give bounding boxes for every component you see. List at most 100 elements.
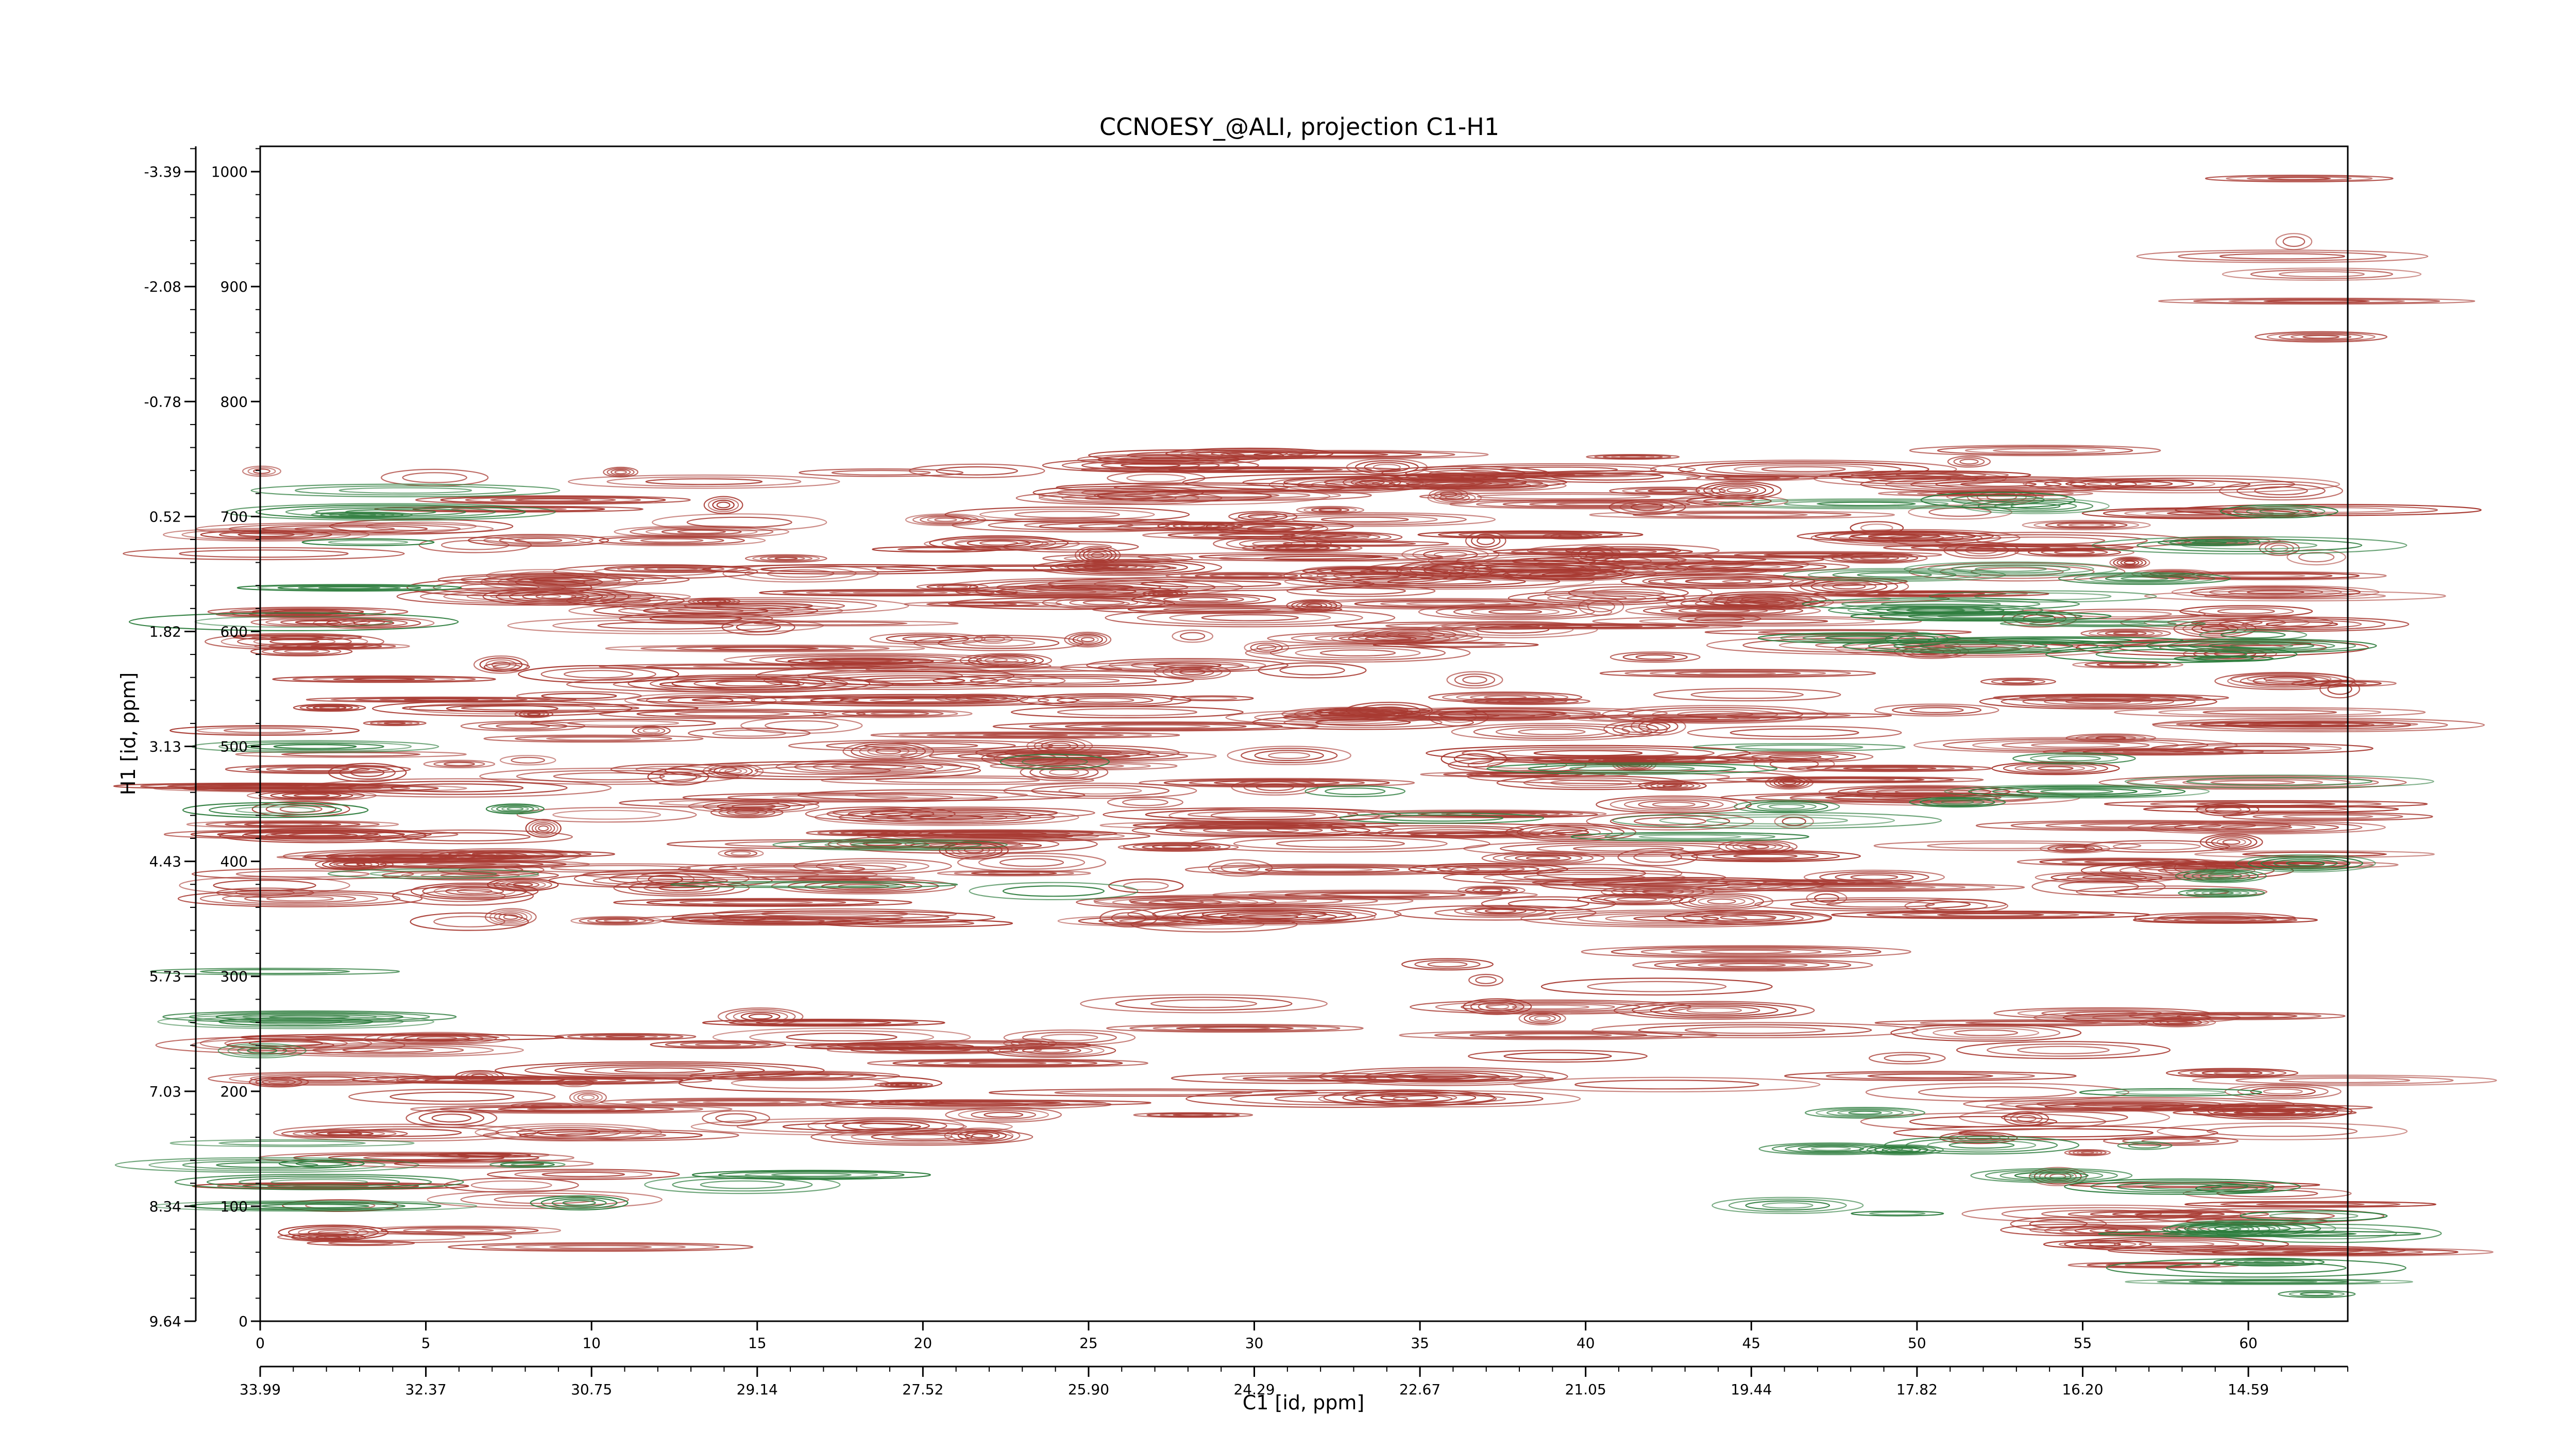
contour-line [965, 696, 998, 701]
contour-line [703, 496, 743, 514]
contour-line [186, 820, 399, 829]
contour-line [1480, 888, 1503, 892]
contour-line [448, 850, 615, 858]
contour-peak [2178, 888, 2265, 898]
contour-line [831, 1130, 1013, 1144]
contour-line [2204, 592, 2386, 600]
contour-line [1908, 504, 2012, 520]
contour-line [1751, 753, 1839, 761]
contour-line [2202, 710, 2337, 715]
contour-line [1511, 557, 1596, 565]
contour-line [1890, 1024, 2082, 1042]
contour-line [1176, 1025, 1294, 1031]
y-ppm-tick-label: 4.43 [149, 853, 181, 870]
contour-line [225, 503, 556, 521]
contour-peak [1420, 811, 1598, 818]
contour-peak [1711, 1197, 1864, 1214]
contour-line [2143, 616, 2310, 629]
contour-peak [1245, 643, 1471, 663]
contour-line [1659, 814, 1895, 827]
contour-line [2189, 1279, 2350, 1284]
contour-line [645, 478, 763, 485]
contour-line [688, 917, 879, 925]
contour-line [409, 702, 596, 715]
contour-peak [1592, 616, 1922, 627]
contour-line [443, 590, 608, 603]
contour-line [1319, 649, 1396, 656]
contour-peak [2125, 1278, 2413, 1285]
contour-line [189, 1011, 430, 1022]
contour-peak [250, 483, 561, 498]
contour-peak [479, 767, 739, 785]
contour-peak [1650, 459, 1957, 479]
contour-line [2278, 271, 2365, 278]
contour-line [2017, 1008, 2186, 1018]
contour-line [1556, 502, 1637, 506]
contour-line [1638, 834, 1742, 839]
contour-line [306, 705, 353, 711]
contour-line [1476, 626, 1550, 634]
contour-line [573, 1091, 603, 1103]
contour-line [926, 601, 1040, 606]
contour-line [1734, 552, 1883, 558]
x-index-tick-label: 5 [421, 1335, 431, 1352]
contour-line [2263, 676, 2315, 682]
contour-line [1280, 531, 1403, 543]
contour-line [1620, 574, 1816, 589]
contour-line [1325, 787, 1386, 795]
contour-line [433, 761, 485, 767]
contour-line [304, 1131, 385, 1137]
contour-line [1825, 795, 1931, 800]
contour-line [934, 517, 957, 522]
contour-line [1003, 541, 1139, 553]
contour-line [892, 1059, 1123, 1067]
contour-line [199, 969, 350, 974]
contour-line [174, 1173, 464, 1190]
contour-line [327, 1132, 363, 1136]
contour-line [875, 777, 1040, 784]
y-ppm-tick-label: -2.08 [144, 278, 181, 295]
contour-line [2058, 572, 2231, 585]
contour-peak [1408, 863, 1568, 875]
contour-line [1199, 1026, 1270, 1030]
contour-peak [2108, 1245, 2406, 1256]
contour-peak [1806, 890, 1848, 905]
contour-line [2041, 1209, 2162, 1218]
contour-line [1032, 485, 1204, 499]
contour-peak [1851, 1210, 1944, 1217]
contour-line [2180, 540, 2239, 545]
contour-line [895, 1083, 912, 1086]
contour-line [1653, 688, 1841, 702]
contour-line [2040, 789, 2114, 794]
contour-line [1241, 748, 1338, 763]
contour-line [1258, 662, 1367, 679]
contour-line [1819, 871, 1929, 883]
contour-line [568, 474, 840, 489]
contour-line [2263, 722, 2375, 728]
contour-line [1099, 908, 1158, 928]
contour-line [1577, 913, 1776, 925]
contour-line [999, 753, 1110, 770]
contour-line [1033, 739, 1086, 753]
contour-line [284, 649, 319, 654]
contour-peak [1003, 541, 1139, 553]
contour-line [2174, 655, 2274, 662]
contour-line [849, 764, 906, 770]
contour-line [979, 509, 1155, 520]
contour-line [2117, 1141, 2173, 1150]
contour-peak [1107, 796, 1183, 808]
contour-line [1802, 634, 1916, 642]
contour-line [516, 770, 702, 783]
contour-peak [613, 898, 912, 907]
contour-line [2075, 734, 2146, 742]
contour-peak [2175, 869, 2267, 883]
contour-line [2144, 591, 2446, 602]
contour-line [390, 1034, 484, 1043]
contour-line [1077, 453, 1261, 465]
contour-line [2211, 1185, 2259, 1191]
contour-line [1502, 569, 1622, 580]
contour-line [780, 695, 1049, 706]
contour-line [1601, 758, 1652, 765]
contour-line [519, 1131, 703, 1140]
contour-line [1315, 718, 1411, 726]
